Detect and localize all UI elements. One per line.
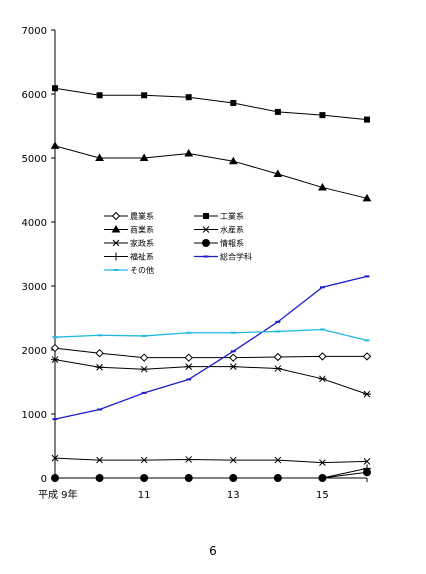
- data-point: [52, 85, 58, 92]
- legend-label: 農業系: [130, 211, 154, 221]
- legend-item: 福祉系: [104, 252, 154, 262]
- data-point: [362, 193, 372, 202]
- legend-label: 家政系: [130, 238, 154, 248]
- legend-label: 福祉系: [130, 252, 154, 262]
- series-line: [54, 87, 368, 121]
- data-point: [184, 474, 193, 482]
- data-point: [139, 353, 149, 362]
- data-point: [96, 456, 103, 464]
- data-point: [228, 156, 238, 165]
- data-point: [229, 474, 238, 482]
- legend-label: 商業系: [130, 225, 154, 235]
- data-point: [229, 456, 237, 464]
- data-point: [95, 348, 104, 358]
- data-point: [229, 363, 238, 370]
- legend-item: 商業系: [104, 225, 154, 235]
- y-tick-label: 4000: [22, 218, 47, 229]
- legend-marker: [111, 225, 121, 233]
- data-point: [318, 182, 327, 191]
- data-point: [273, 365, 282, 372]
- data-point: [363, 464, 371, 473]
- data-point: [50, 141, 60, 149]
- legend-label: 水産系: [220, 225, 244, 235]
- legend-item: 水産系: [194, 225, 244, 235]
- data-point: [230, 99, 237, 106]
- data-point: [318, 375, 327, 383]
- y-tick-label: 2000: [22, 346, 47, 357]
- series-line: [54, 359, 368, 395]
- series-line: [54, 145, 368, 199]
- data-point: [185, 94, 192, 101]
- page-number: 6: [209, 544, 217, 558]
- data-point: [51, 474, 59, 482]
- legend-item: 工業系: [194, 211, 244, 221]
- data-point: [184, 149, 194, 157]
- legend-marker: [112, 252, 120, 261]
- data-point: [184, 363, 193, 370]
- series-line: [54, 328, 368, 342]
- series-line: [54, 347, 367, 359]
- legend-marker: [203, 213, 209, 219]
- series-lines: [50, 85, 372, 482]
- data-point: [273, 474, 282, 482]
- data-point: [185, 456, 193, 463]
- y-axis-ticks: 0 1000 2000 3000 4000 5000 6000 7000: [22, 26, 55, 485]
- y-tick-label: 0: [41, 474, 47, 485]
- data-point: [364, 116, 370, 123]
- y-tick-label: 1000: [22, 410, 47, 421]
- data-point: [140, 365, 149, 373]
- series-line: [54, 275, 368, 420]
- legend-item: 情報系: [194, 238, 244, 248]
- data-point: [318, 352, 327, 361]
- data-point: [274, 456, 282, 464]
- data-point: [51, 454, 59, 462]
- x-tick-label: 11: [138, 490, 151, 501]
- y-tick-label: 7000: [22, 26, 47, 37]
- y-tick-label: 6000: [22, 90, 47, 101]
- data-point: [95, 153, 104, 161]
- data-point: [273, 169, 283, 177]
- x-tick-label: 平成 9年: [38, 488, 78, 501]
- legend-marker: [112, 239, 120, 247]
- legend-item: 総合学科: [194, 252, 252, 262]
- data-point: [229, 353, 238, 362]
- legend-label: 情報系: [220, 238, 244, 248]
- x-tick-label: 15: [316, 490, 329, 501]
- data-point: [319, 112, 326, 119]
- series-line: [54, 457, 368, 464]
- data-point: [363, 390, 371, 398]
- x-axis-ticks: 平成 9年 11 13 15: [38, 478, 368, 501]
- data-point: [140, 474, 149, 482]
- legend-item: 農業系: [104, 211, 154, 221]
- data-point: [50, 343, 60, 353]
- data-point: [95, 474, 104, 482]
- data-point: [274, 108, 281, 115]
- data-point: [139, 153, 149, 161]
- data-point: [51, 356, 59, 363]
- x-tick-label: 13: [227, 490, 240, 501]
- data-point: [96, 92, 103, 99]
- data-point: [362, 352, 372, 361]
- legend-label: その他: [130, 265, 154, 275]
- data-point: [184, 353, 193, 362]
- legend-marker: [111, 211, 121, 221]
- data-point: [141, 92, 148, 99]
- legend-item: その他: [104, 265, 154, 275]
- y-tick-label: 3000: [22, 282, 47, 293]
- legend-marker: [202, 239, 210, 247]
- legend-label: 工業系: [220, 211, 244, 221]
- data-point: [140, 456, 148, 464]
- data-point: [363, 458, 371, 465]
- y-tick-label: 5000: [22, 154, 47, 165]
- series-line: [55, 467, 368, 479]
- data-point: [273, 352, 283, 362]
- legend-marker: [202, 226, 210, 233]
- legend-label: 総合学科: [220, 252, 252, 262]
- data-point: [318, 474, 327, 482]
- data-point: [95, 363, 104, 371]
- data-point: [319, 459, 326, 466]
- legend-item: 家政系: [104, 238, 154, 248]
